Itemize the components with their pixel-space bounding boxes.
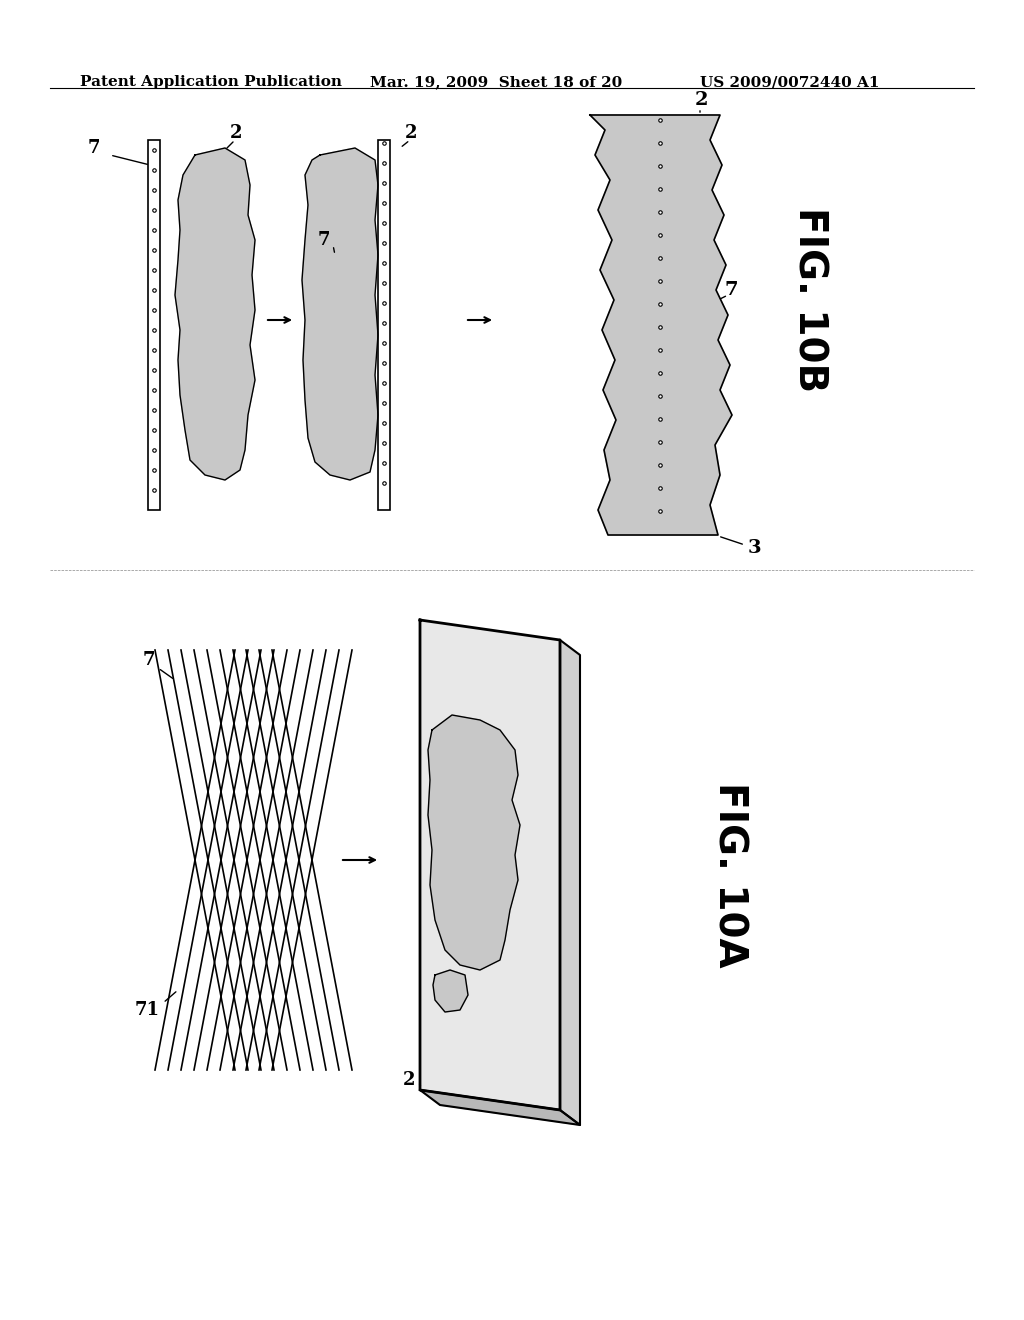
Text: 2: 2 [406, 124, 418, 143]
Text: US 2009/0072440 A1: US 2009/0072440 A1 [700, 75, 880, 88]
Text: 7: 7 [725, 281, 738, 300]
Bar [148, 140, 160, 510]
Polygon shape [590, 115, 732, 535]
Text: 2: 2 [402, 1071, 415, 1089]
Text: 7: 7 [87, 139, 100, 157]
Text: FIG. 10A: FIG. 10A [711, 783, 749, 968]
Text: Patent Application Publication: Patent Application Publication [80, 75, 342, 88]
Polygon shape [428, 715, 520, 970]
Text: 3: 3 [748, 539, 762, 557]
Text: 7: 7 [317, 231, 330, 249]
Polygon shape [302, 148, 378, 480]
Text: 2: 2 [695, 91, 709, 110]
Text: 71: 71 [135, 1001, 160, 1019]
Polygon shape [175, 148, 255, 480]
Text: Mar. 19, 2009  Sheet 18 of 20: Mar. 19, 2009 Sheet 18 of 20 [370, 75, 623, 88]
Polygon shape [433, 970, 468, 1012]
Text: 7: 7 [142, 651, 155, 669]
Polygon shape [420, 620, 560, 1110]
Text: 2: 2 [230, 124, 243, 143]
Text: FIG. 10B: FIG. 10B [791, 207, 829, 392]
Bar [378, 140, 390, 510]
Polygon shape [560, 640, 580, 1125]
Polygon shape [420, 1090, 580, 1125]
